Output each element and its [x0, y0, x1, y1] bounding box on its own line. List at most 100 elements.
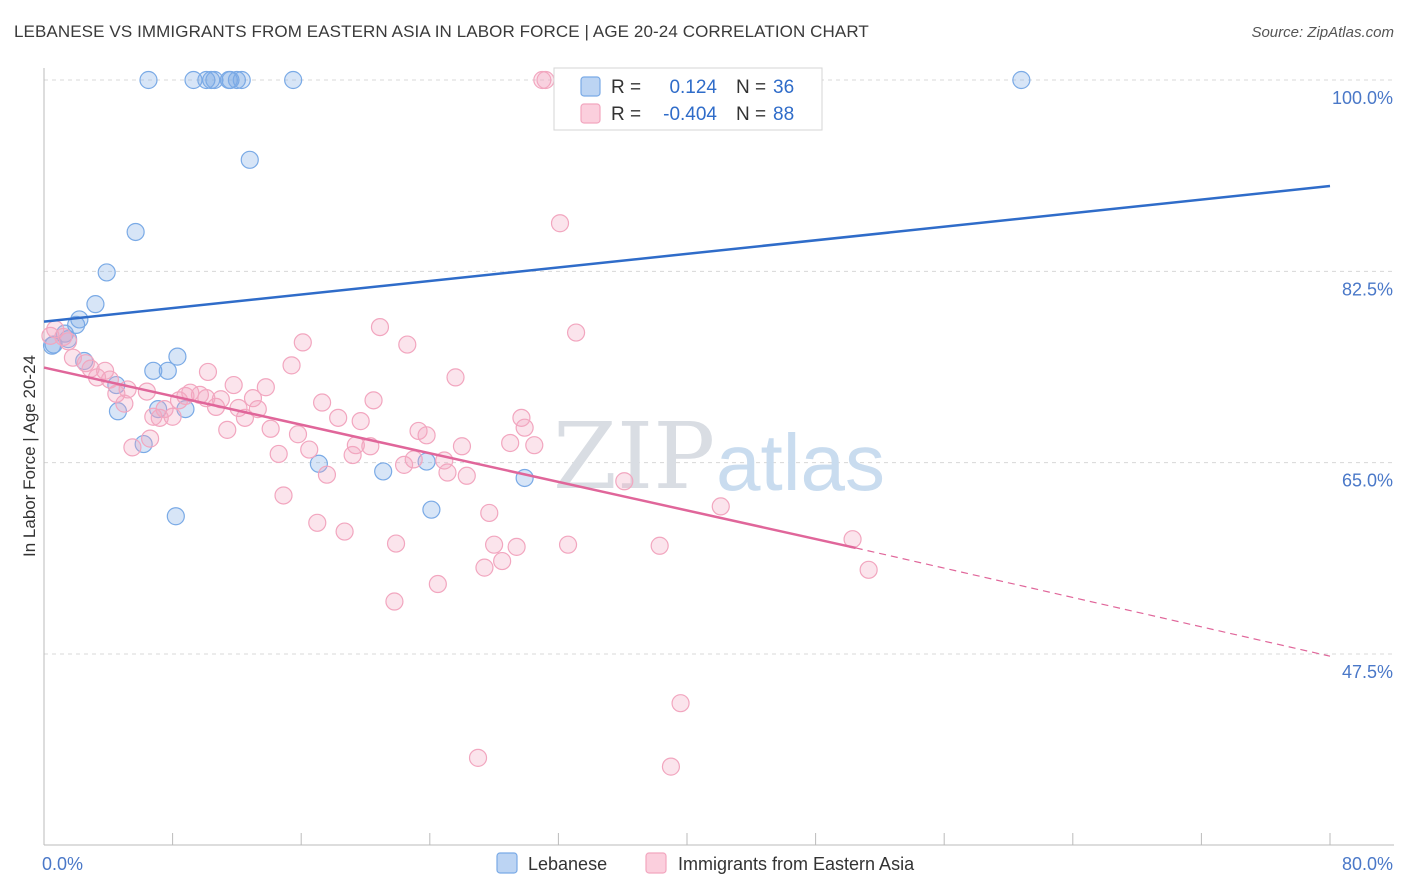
immigrants-point-69	[493, 551, 512, 571]
legend-r-value-2: -0.404	[663, 104, 717, 125]
legend-n-value-1: 36	[773, 77, 794, 98]
immigrants-point-79	[615, 472, 634, 491]
legend-r-label-1: R =	[611, 77, 641, 98]
trend-line-lebanese	[43, 184, 1331, 323]
lebanese-point-28	[284, 70, 303, 90]
immigrants-point-15	[140, 429, 160, 448]
lebanese-point-32	[422, 500, 441, 519]
axes	[43, 68, 1394, 846]
chart-title: LEBANESE VS IMMIGRANTS FROM EASTERN ASIA…	[14, 22, 869, 41]
legend-n-value-2: 88	[773, 104, 794, 125]
legend-n-label-2: N =	[736, 104, 766, 125]
immigrants-point-85	[859, 560, 878, 579]
bottom-legend-swatch-lebanese	[496, 852, 518, 874]
watermark-zip: ZIP	[553, 403, 715, 510]
lebanese-point-15	[158, 361, 177, 380]
lebanese-point-10	[126, 222, 145, 242]
immigrants-point-67	[480, 503, 499, 523]
immigrants-point-47	[343, 445, 362, 465]
immigrants-point-56	[398, 335, 417, 354]
x-tick-label-min: 0.0%	[42, 854, 83, 874]
immigrants-point-71	[507, 537, 526, 556]
immigrants-point-64	[452, 437, 472, 456]
immigrants-point-82	[671, 694, 690, 713]
bottom-legend-label-lebanese: Lebanese	[528, 854, 607, 874]
immigrants-point-63	[446, 368, 465, 387]
immigrants-point-8	[95, 361, 115, 380]
y-axis-title: In Labor Force | Age 20-24	[20, 355, 39, 557]
lebanese-point-6	[86, 295, 105, 314]
immigrants-point-5	[76, 354, 95, 373]
immigrants-point-3	[59, 332, 78, 351]
x-ticks	[43, 833, 1331, 845]
immigrants-point-34	[256, 378, 275, 397]
immigrants-point-57	[404, 450, 423, 469]
immigrants-point-65	[468, 748, 488, 767]
lebanese-point-34	[1012, 70, 1031, 90]
x-tick-label-max: 80.0%	[1342, 854, 1393, 874]
immigrants-point-38	[282, 356, 301, 375]
immigrants-point-52	[370, 317, 390, 337]
immigrants-point-43	[317, 465, 337, 484]
y-tick-labels: 100.0% 82.5% 65.0% 47.5%	[1332, 88, 1393, 682]
immigrants-point-49	[351, 412, 370, 431]
immigrants-point-60	[428, 574, 447, 594]
lebanese-point-13	[144, 361, 163, 380]
immigrants-point-17	[150, 408, 169, 427]
y-tick-label-3: 47.5%	[1342, 662, 1393, 682]
lebanese-point-17	[168, 347, 187, 366]
immigrants-point-12	[118, 380, 137, 399]
legend-r-value-1: 0.124	[669, 77, 717, 98]
immigrants-point-42	[308, 513, 327, 532]
lebanese-point-3	[67, 315, 86, 335]
immigrants-point-70	[501, 433, 520, 453]
lebanese-point-22	[205, 70, 224, 90]
trend-line-immigrants-extension	[855, 547, 1331, 657]
lebanese-point-25	[227, 70, 246, 90]
immigrants-point-62	[438, 463, 457, 482]
immigrants-point-76	[550, 214, 570, 233]
immigrants-point-59	[417, 426, 436, 445]
y-tick-label-2: 65.0%	[1342, 471, 1393, 491]
immigrants-point-73	[515, 418, 534, 437]
immigrants-point-13	[123, 438, 142, 457]
immigrants-point-72	[512, 408, 531, 427]
lebanese-point-19	[184, 70, 203, 90]
immigrants-point-77	[558, 535, 578, 554]
bottom-legend: Lebanese Immigrants from Eastern Asia	[496, 852, 915, 874]
immigrants-point-46	[335, 522, 354, 541]
bottom-legend-label-immigrants: Immigrants from Eastern Asia	[678, 854, 915, 874]
immigrants-point-11	[115, 394, 134, 413]
immigrants-point-81	[661, 757, 681, 776]
immigrants-point-45	[329, 408, 348, 427]
lebanese-point-27	[240, 150, 259, 169]
immigrants-point-29	[224, 375, 243, 395]
lebanese-point-7	[97, 263, 116, 282]
legend-swatch-immigrants	[580, 103, 601, 124]
lebanese-point-26	[232, 70, 251, 90]
immigrants-point-41	[300, 440, 319, 459]
watermark-atlas: atlas	[716, 418, 885, 507]
immigrants-point-74	[525, 436, 544, 455]
immigrants-point-37	[274, 486, 293, 505]
immigrants-point-19	[163, 407, 182, 426]
immigrants-point-51	[364, 391, 383, 410]
y-tick-label-1: 82.5%	[1342, 279, 1393, 299]
immigrants-point-25	[198, 362, 218, 382]
source-credit: Source: ZipAtlas.com	[1251, 24, 1394, 41]
immigrants-point-53	[385, 592, 404, 611]
immigrants-point-54	[386, 534, 406, 553]
lebanese-point-16	[166, 507, 185, 526]
immigrants-point-83	[711, 497, 730, 516]
legend-swatch-lebanese	[580, 76, 601, 97]
immigrants-point-44	[312, 393, 332, 412]
bottom-legend-swatch-immigrants	[645, 852, 667, 874]
immigrants-point-86	[533, 70, 552, 90]
immigrants-point-28	[218, 420, 237, 439]
trend-line-immigrants	[43, 366, 857, 550]
immigrants-point-78	[566, 323, 586, 342]
lebanese-point-30	[374, 462, 393, 481]
immigrants-point-68	[485, 535, 504, 554]
legend-r-label-2: R =	[611, 104, 641, 125]
